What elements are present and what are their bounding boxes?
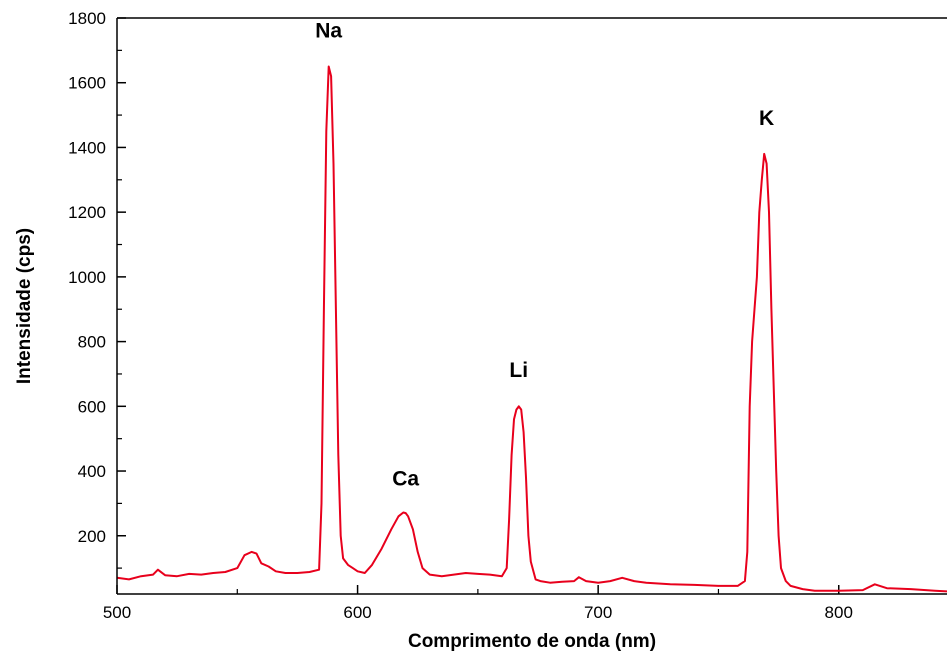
y-tick-label: 1400 <box>68 138 106 157</box>
x-axis-title: Comprimento de onda (nm) <box>408 631 656 652</box>
spectrum-line <box>116 65 947 593</box>
peak-label: Li <box>509 359 528 382</box>
peak-annotations: Na Ca Li K <box>315 19 774 490</box>
x-tick-label: 600 <box>343 603 371 622</box>
x-tick-label: 800 <box>825 603 853 622</box>
peak-label: Na <box>315 19 342 42</box>
y-tick-label: 1200 <box>68 203 106 222</box>
x-axis-ticks: 500 600 700 800 <box>103 585 853 622</box>
peak-label: Ca <box>392 468 419 491</box>
y-tick-label: 1000 <box>68 268 106 287</box>
y-tick-label: 600 <box>78 397 106 416</box>
peak-label: K <box>759 107 774 130</box>
y-tick-label: 1800 <box>68 9 106 28</box>
y-tick-label: 800 <box>78 333 106 352</box>
y-axis-title: Intensidade (cps) <box>14 228 35 384</box>
x-tick-label: 500 <box>103 603 131 622</box>
y-tick-label: 200 <box>78 527 106 546</box>
y-tick-label: 400 <box>78 462 106 481</box>
y-tick-label: 1600 <box>68 74 106 93</box>
x-tick-label: 700 <box>584 603 612 622</box>
y-axis-ticks: 200 400 600 800 1000 1200 1400 1600 1800 <box>68 9 126 569</box>
